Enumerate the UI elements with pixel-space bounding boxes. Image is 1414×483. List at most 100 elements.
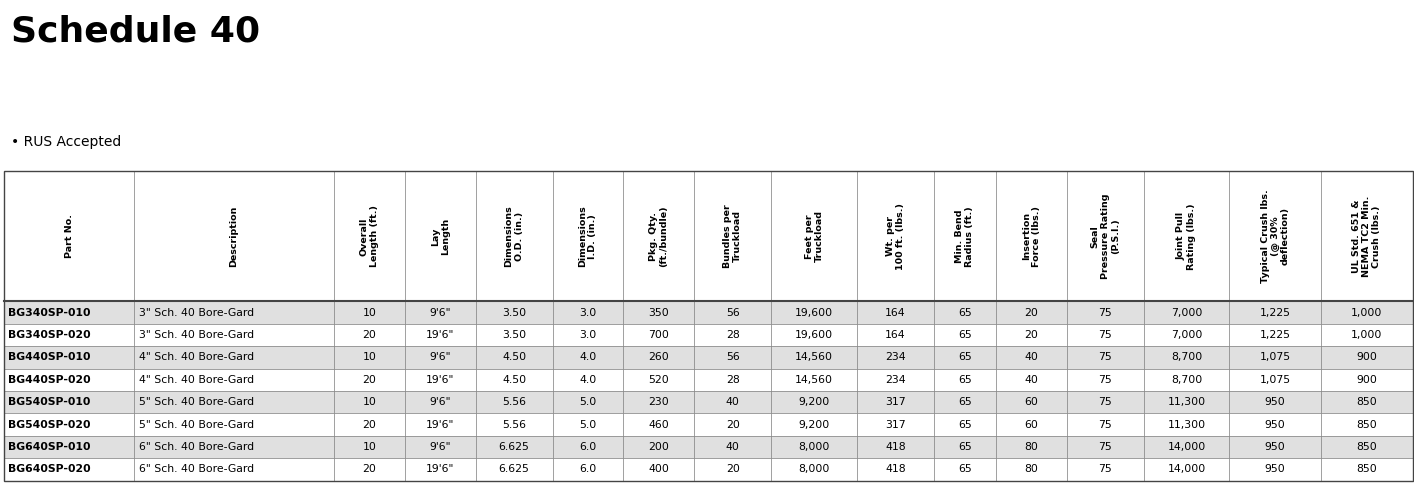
Text: 11,300: 11,300 xyxy=(1168,420,1206,429)
Text: 10: 10 xyxy=(362,442,376,452)
Text: 20: 20 xyxy=(362,420,376,429)
Text: 19'6": 19'6" xyxy=(426,375,454,385)
Bar xyxy=(475,369,553,391)
Bar xyxy=(933,324,995,346)
Bar xyxy=(404,369,475,391)
Text: 75: 75 xyxy=(1099,442,1111,452)
Bar xyxy=(771,369,857,391)
Text: 40: 40 xyxy=(725,442,740,452)
Text: 520: 520 xyxy=(649,375,669,385)
Text: Schedule 40: Schedule 40 xyxy=(11,14,260,48)
Bar xyxy=(404,346,475,369)
Bar xyxy=(694,458,771,481)
Bar xyxy=(134,171,334,301)
Text: 8,700: 8,700 xyxy=(1171,375,1202,385)
Text: 4.50: 4.50 xyxy=(502,375,526,385)
Bar xyxy=(1066,301,1144,324)
Bar xyxy=(857,346,933,369)
Text: BG540SP-020: BG540SP-020 xyxy=(8,420,90,429)
Text: 8,000: 8,000 xyxy=(799,464,830,474)
Bar xyxy=(475,391,553,413)
Bar xyxy=(624,391,694,413)
Bar xyxy=(771,324,857,346)
Bar xyxy=(694,391,771,413)
Text: 1,000: 1,000 xyxy=(1352,308,1383,317)
Bar xyxy=(334,301,404,324)
Text: 6.0: 6.0 xyxy=(580,442,597,452)
Bar xyxy=(404,171,475,301)
Text: 4" Sch. 40 Bore-Gard: 4" Sch. 40 Bore-Gard xyxy=(139,352,253,362)
Text: 3.0: 3.0 xyxy=(580,308,597,317)
Bar xyxy=(4,391,134,413)
Text: 164: 164 xyxy=(885,308,906,317)
Text: 1,075: 1,075 xyxy=(1260,375,1291,385)
Bar xyxy=(933,458,995,481)
Text: 28: 28 xyxy=(725,330,740,340)
Text: BG440SP-020: BG440SP-020 xyxy=(8,375,90,385)
Text: 1,000: 1,000 xyxy=(1352,330,1383,340)
Bar xyxy=(134,369,334,391)
Text: 56: 56 xyxy=(725,352,740,362)
Text: Description: Description xyxy=(229,206,239,267)
Text: Wt. per
100 ft. (lbs.): Wt. per 100 ft. (lbs.) xyxy=(885,203,905,270)
Text: 8,700: 8,700 xyxy=(1171,352,1202,362)
Text: 950: 950 xyxy=(1264,397,1285,407)
Bar xyxy=(1144,391,1229,413)
Text: 7,000: 7,000 xyxy=(1171,330,1202,340)
Bar xyxy=(857,391,933,413)
Bar xyxy=(995,171,1066,301)
Bar xyxy=(134,391,334,413)
Bar xyxy=(771,436,857,458)
Bar xyxy=(624,369,694,391)
Text: 19'6": 19'6" xyxy=(426,330,454,340)
Bar xyxy=(1144,171,1229,301)
Text: 75: 75 xyxy=(1099,308,1111,317)
Bar xyxy=(334,413,404,436)
Bar xyxy=(553,436,624,458)
Text: 20: 20 xyxy=(362,375,376,385)
Text: 260: 260 xyxy=(649,352,669,362)
Bar xyxy=(334,171,404,301)
Text: BG640SP-010: BG640SP-010 xyxy=(8,442,90,452)
Bar xyxy=(134,324,334,346)
Text: 9'6": 9'6" xyxy=(430,397,451,407)
Bar xyxy=(1144,346,1229,369)
Bar xyxy=(694,171,771,301)
Text: BG540SP-010: BG540SP-010 xyxy=(8,397,90,407)
Bar xyxy=(1066,324,1144,346)
Bar xyxy=(404,301,475,324)
Bar xyxy=(933,171,995,301)
Text: 60: 60 xyxy=(1024,420,1038,429)
Text: 234: 234 xyxy=(885,375,906,385)
Bar xyxy=(1229,436,1321,458)
Bar xyxy=(694,324,771,346)
Text: 80: 80 xyxy=(1024,442,1038,452)
Text: 9,200: 9,200 xyxy=(799,420,830,429)
Bar xyxy=(475,301,553,324)
Bar xyxy=(694,436,771,458)
Bar xyxy=(857,301,933,324)
Text: 317: 317 xyxy=(885,420,906,429)
Text: 75: 75 xyxy=(1099,420,1111,429)
Bar xyxy=(933,346,995,369)
Text: 20: 20 xyxy=(362,330,376,340)
Bar xyxy=(1321,171,1413,301)
Bar xyxy=(694,413,771,436)
Bar xyxy=(1229,171,1321,301)
Bar xyxy=(134,458,334,481)
Text: 4.0: 4.0 xyxy=(580,375,597,385)
Text: 4.50: 4.50 xyxy=(502,352,526,362)
Bar xyxy=(933,413,995,436)
Text: 230: 230 xyxy=(649,397,669,407)
Text: 65: 65 xyxy=(957,464,971,474)
Text: Joint Pull
Rating (lbs.): Joint Pull Rating (lbs.) xyxy=(1176,203,1196,270)
Text: 4.0: 4.0 xyxy=(580,352,597,362)
Text: 75: 75 xyxy=(1099,464,1111,474)
Text: Feet per
Truckload: Feet per Truckload xyxy=(805,211,823,262)
Text: 65: 65 xyxy=(957,352,971,362)
Bar xyxy=(475,346,553,369)
Text: 5" Sch. 40 Bore-Gard: 5" Sch. 40 Bore-Gard xyxy=(139,397,253,407)
Text: Part No.: Part No. xyxy=(65,214,74,258)
Text: 9,200: 9,200 xyxy=(799,397,830,407)
Text: 20: 20 xyxy=(1024,330,1038,340)
